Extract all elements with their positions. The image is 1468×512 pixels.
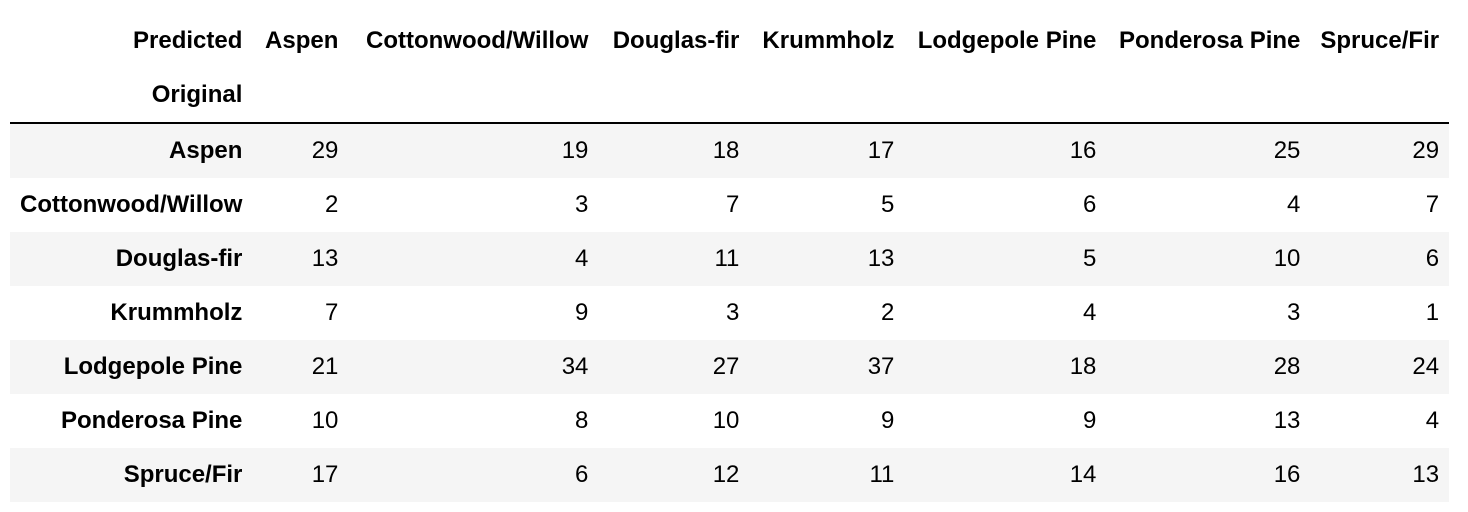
empty-header-cell — [1310, 68, 1450, 124]
column-header: Spruce/Fir — [1320, 27, 1440, 54]
table-cell: 34 — [561, 353, 589, 380]
table-cell: 16 — [1273, 461, 1301, 488]
table-cell: 13 — [1273, 407, 1301, 434]
confusion-matrix-table: Predicted Aspen Cottonwood/Willow Dougla… — [10, 14, 1450, 502]
index-header-row: Original — [10, 68, 1450, 124]
table-cell: 1 — [1425, 299, 1440, 326]
table-row: Lodgepole Pine 21 34 27 37 18 28 24 — [10, 340, 1450, 394]
table-cell: 29 — [311, 137, 339, 164]
table-cell: 3 — [575, 191, 589, 218]
column-header-row: Predicted Aspen Cottonwood/Willow Dougla… — [10, 14, 1449, 68]
table-cell: 11 — [714, 245, 740, 272]
table-cell: 6 — [1083, 191, 1097, 218]
empty-header-cell — [598, 68, 750, 124]
index-axis-label: Original — [10, 68, 253, 124]
row-label: Krummholz — [110, 299, 243, 326]
table-cell: 10 — [311, 407, 339, 434]
row-label: Lodgepole Pine — [63, 353, 243, 380]
empty-header-cell — [1106, 68, 1311, 124]
table-cell: 10 — [712, 407, 740, 434]
table-cell: 27 — [712, 353, 740, 380]
row-label: Douglas-fir — [115, 245, 243, 272]
table-cell: 21 — [311, 353, 339, 380]
table-cell: 4 — [575, 245, 589, 272]
table-cell: 7 — [1425, 191, 1440, 218]
table-cell: 10 — [1273, 245, 1301, 272]
table-row: Ponderosa Pine 10 8 10 9 9 13 4 — [10, 394, 1450, 448]
table-cell: 17 — [867, 137, 895, 164]
table-cell: 24 — [1412, 353, 1440, 380]
table-cell: 18 — [712, 137, 740, 164]
table-cell: 3 — [1287, 299, 1301, 326]
table-cell: 28 — [1273, 353, 1301, 380]
table-cell: 37 — [867, 353, 895, 380]
table-cell: 13 — [1412, 461, 1440, 488]
empty-header-cell — [252, 68, 349, 124]
table-cell: 13 — [311, 245, 339, 272]
columns-axis-label: Predicted — [133, 27, 243, 54]
table-body: Aspen 29 19 18 17 16 25 29 Cottonwood/Wi… — [10, 123, 1450, 502]
table-cell: 11 — [869, 461, 895, 488]
table-row: Douglas-fir 13 4 11 13 5 10 6 — [10, 232, 1450, 286]
table-cell: 6 — [1425, 245, 1440, 272]
table-cell: 7 — [726, 191, 740, 218]
table-cell: 9 — [881, 407, 895, 434]
column-header: Krummholz — [762, 27, 895, 54]
table-cell: 14 — [1069, 461, 1097, 488]
table-cell: 4 — [1083, 299, 1097, 326]
row-label: Aspen — [169, 137, 243, 164]
table-cell: 25 — [1273, 137, 1301, 164]
empty-header-cell — [348, 68, 599, 124]
column-header: Aspen — [265, 27, 339, 54]
table-row: Aspen 29 19 18 17 16 25 29 — [10, 123, 1450, 178]
table-cell: 16 — [1069, 137, 1097, 164]
table-cell: 4 — [1287, 191, 1301, 218]
table-cell: 17 — [311, 461, 339, 488]
table-header: Predicted Aspen Cottonwood/Willow Dougla… — [10, 14, 1450, 124]
table-cell: 6 — [575, 461, 589, 488]
column-header: Cottonwood/Willow — [366, 27, 589, 54]
column-header: Ponderosa Pine — [1119, 27, 1301, 54]
row-label: Ponderosa Pine — [61, 407, 243, 434]
empty-header-cell — [904, 68, 1107, 124]
table-row: Spruce/Fir 17 6 12 11 14 16 13 — [10, 448, 1450, 502]
table-cell: 29 — [1412, 137, 1440, 164]
table-cell: 9 — [1083, 407, 1097, 434]
column-header: Douglas-fir — [612, 27, 740, 54]
empty-header-cell — [749, 68, 905, 124]
table-cell: 13 — [867, 245, 895, 272]
table-cell: 9 — [575, 299, 589, 326]
table-row: Krummholz 7 9 3 2 4 3 1 — [10, 286, 1450, 340]
table-cell: 8 — [575, 407, 589, 434]
table-cell: 5 — [1083, 245, 1097, 272]
table-cell: 5 — [881, 191, 895, 218]
table-row: Cottonwood/Willow 2 3 7 5 6 4 7 — [10, 178, 1450, 232]
row-label: Cottonwood/Willow — [20, 191, 243, 218]
table-cell: 2 — [881, 299, 895, 326]
table-cell: 7 — [325, 299, 339, 326]
table-cell: 4 — [1425, 407, 1440, 434]
table-cell: 18 — [1069, 353, 1097, 380]
table-cell: 19 — [561, 137, 589, 164]
table-cell: 3 — [726, 299, 740, 326]
row-label: Spruce/Fir — [123, 461, 243, 488]
column-header: Lodgepole Pine — [917, 27, 1097, 54]
table-cell: 12 — [712, 461, 740, 488]
table-cell: 2 — [325, 191, 339, 218]
